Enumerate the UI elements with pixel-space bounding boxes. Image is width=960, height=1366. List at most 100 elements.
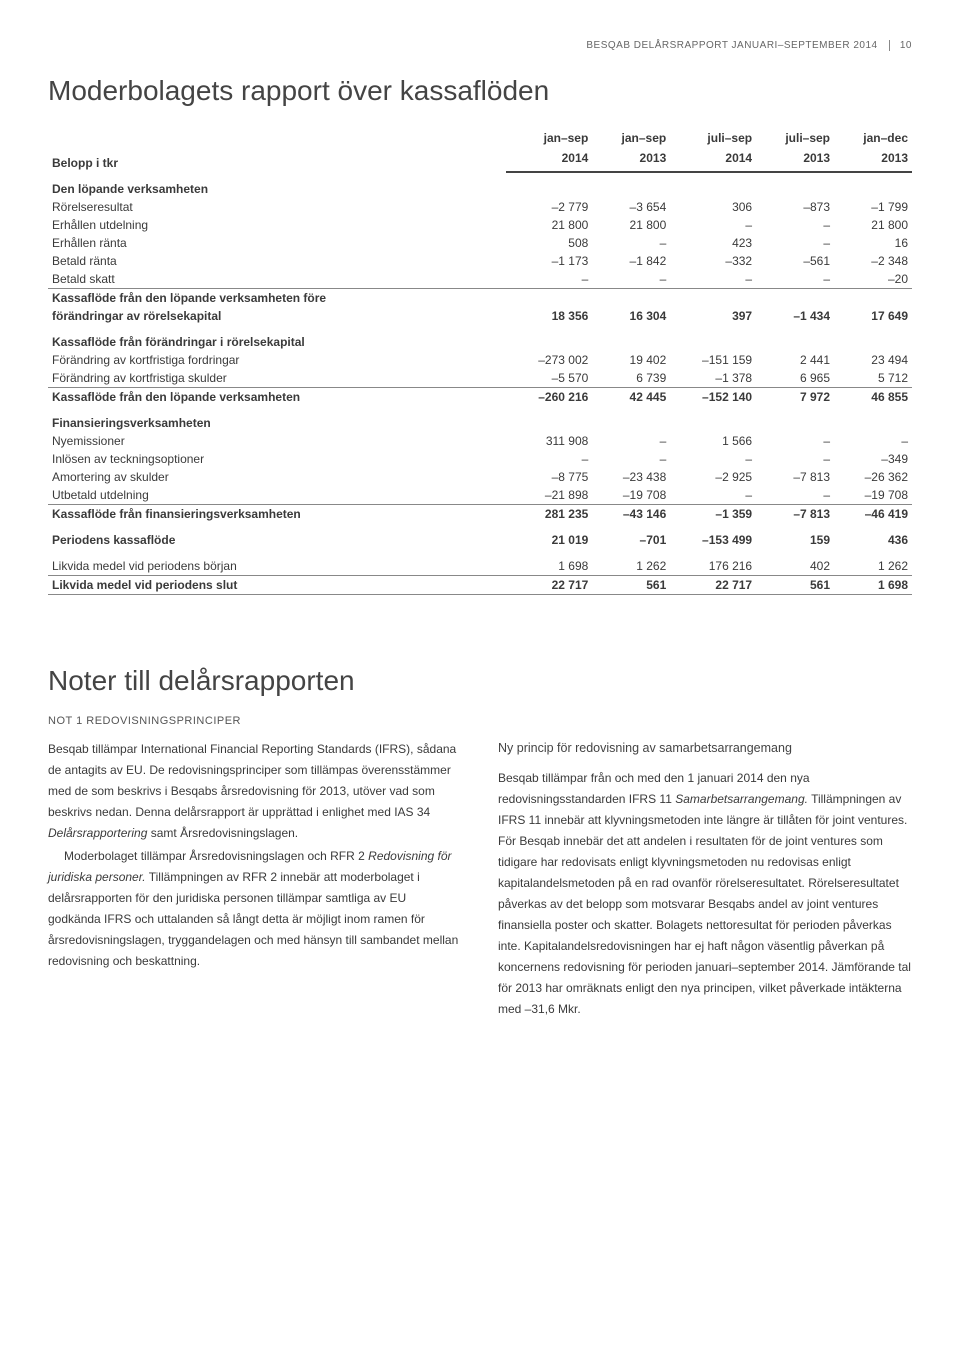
cell xyxy=(670,406,756,432)
row-label: Amortering av skulder xyxy=(48,468,506,486)
cell xyxy=(756,325,834,351)
cell: 1 566 xyxy=(670,432,756,450)
cell: – xyxy=(506,450,592,468)
row-label: Den löpande verksamheten xyxy=(48,172,506,198)
cell: – xyxy=(756,234,834,252)
cell: – xyxy=(756,450,834,468)
cashflow-table: Belopp i tkr jan–sep jan–sep juli–sep ju… xyxy=(48,127,912,595)
cell: 281 235 xyxy=(506,505,592,524)
row-label: Utbetald utdelning xyxy=(48,486,506,505)
cell xyxy=(670,289,756,308)
notes-right-column: Ny princip för redovisning av samarbetsa… xyxy=(498,739,912,1022)
row-label: Kassaflöde från finansieringsverksamhete… xyxy=(48,505,506,524)
col-head: 2013 xyxy=(756,147,834,172)
cell: –1 434 xyxy=(756,307,834,325)
table-row: Betald ränta–1 173–1 842–332–561–2 348 xyxy=(48,252,912,270)
cell xyxy=(756,172,834,198)
cell: 6 965 xyxy=(756,369,834,388)
table-row: Betald skatt–––––20 xyxy=(48,270,912,289)
cell: – xyxy=(592,234,670,252)
cell xyxy=(756,406,834,432)
cell: –43 146 xyxy=(592,505,670,524)
page-header: BESQAB DELÅRSRAPPORT JANUARI–SEPTEMBER 2… xyxy=(48,40,912,51)
table-row: Likvida medel vid periodens början1 6981… xyxy=(48,549,912,576)
cell: –1 359 xyxy=(670,505,756,524)
row-label: Inlösen av teckningsoptioner xyxy=(48,450,506,468)
cell: –561 xyxy=(756,252,834,270)
cell: 397 xyxy=(670,307,756,325)
notes-right-subhead: Ny princip för redovisning av samarbetsa… xyxy=(498,739,912,758)
col-head: jan–sep xyxy=(592,127,670,147)
cell: 21 800 xyxy=(592,216,670,234)
row-label: Kassaflöde från förändringar i rörelseka… xyxy=(48,325,506,351)
col-head: 2014 xyxy=(506,147,592,172)
table-row: Kassaflöde från förändringar i rörelseka… xyxy=(48,325,912,351)
cell: –20 xyxy=(834,270,912,289)
table-row: Erhållen ränta508–423–16 xyxy=(48,234,912,252)
text: Moderbolaget tillämpar Årsredovisningsla… xyxy=(64,849,368,863)
text: samt Årsredovisningslagen. xyxy=(147,826,298,840)
cell xyxy=(592,172,670,198)
cell: 16 xyxy=(834,234,912,252)
cell: 306 xyxy=(670,198,756,216)
col-head: juli–sep xyxy=(756,127,834,147)
cell: –19 708 xyxy=(834,486,912,505)
text: Tillämpningen av IFRS 11 innebär att kly… xyxy=(498,792,911,1016)
notes-left-p2: Moderbolaget tillämpar Årsredovisningsla… xyxy=(48,846,462,972)
cell: 16 304 xyxy=(592,307,670,325)
cell xyxy=(834,325,912,351)
cell: –1 799 xyxy=(834,198,912,216)
cell xyxy=(670,172,756,198)
italic: Delårsrapportering xyxy=(48,826,147,840)
cell: 22 717 xyxy=(670,576,756,595)
cell: 21 800 xyxy=(506,216,592,234)
cell: 7 972 xyxy=(756,388,834,407)
cell: – xyxy=(756,270,834,289)
cell: 1 262 xyxy=(592,549,670,576)
cell: –19 708 xyxy=(592,486,670,505)
row-label: förändringar av rörelsekapital xyxy=(48,307,506,325)
cell xyxy=(506,172,592,198)
cell: – xyxy=(670,450,756,468)
col-head: jan–dec xyxy=(834,127,912,147)
row-label: Kassaflöde från den löpande verksamheten xyxy=(48,388,506,407)
row-label: Betald ränta xyxy=(48,252,506,270)
text: Tillämpningen av RFR 2 innebär att moder… xyxy=(48,870,458,968)
cell: –349 xyxy=(834,450,912,468)
cell xyxy=(756,289,834,308)
table-row: Periodens kassaflöde21 019–701–153 49915… xyxy=(48,523,912,549)
cell: – xyxy=(670,486,756,505)
cell: – xyxy=(670,270,756,289)
row-label: Erhållen utdelning xyxy=(48,216,506,234)
cell: –1 842 xyxy=(592,252,670,270)
cell: 1 262 xyxy=(834,549,912,576)
cell: 1 698 xyxy=(506,549,592,576)
cell: 46 855 xyxy=(834,388,912,407)
cell: –7 813 xyxy=(756,468,834,486)
cell: –5 570 xyxy=(506,369,592,388)
cell xyxy=(834,172,912,198)
table-header-row-1: Belopp i tkr jan–sep jan–sep juli–sep ju… xyxy=(48,127,912,147)
col-head: 2013 xyxy=(834,147,912,172)
cell: 5 712 xyxy=(834,369,912,388)
cell: 21 800 xyxy=(834,216,912,234)
table-row: Den löpande verksamheten xyxy=(48,172,912,198)
cell: – xyxy=(592,450,670,468)
row-label: Betald skatt xyxy=(48,270,506,289)
cell: 2 441 xyxy=(756,351,834,369)
cell: 42 445 xyxy=(592,388,670,407)
cell xyxy=(592,406,670,432)
cell: –23 438 xyxy=(592,468,670,486)
cell: 311 908 xyxy=(506,432,592,450)
cell: –260 216 xyxy=(506,388,592,407)
cell xyxy=(592,289,670,308)
notes-right-p1: Besqab tillämpar från och med den 1 janu… xyxy=(498,768,912,1020)
cell: 22 717 xyxy=(506,576,592,595)
cell: 17 649 xyxy=(834,307,912,325)
table-row: Utbetald utdelning–21 898–19 708–––19 70… xyxy=(48,486,912,505)
cell xyxy=(670,325,756,351)
table-label-header: Belopp i tkr xyxy=(48,127,506,172)
cell: –46 419 xyxy=(834,505,912,524)
table-row: Förändring av kortfristiga skulder–5 570… xyxy=(48,369,912,388)
cell: –3 654 xyxy=(592,198,670,216)
